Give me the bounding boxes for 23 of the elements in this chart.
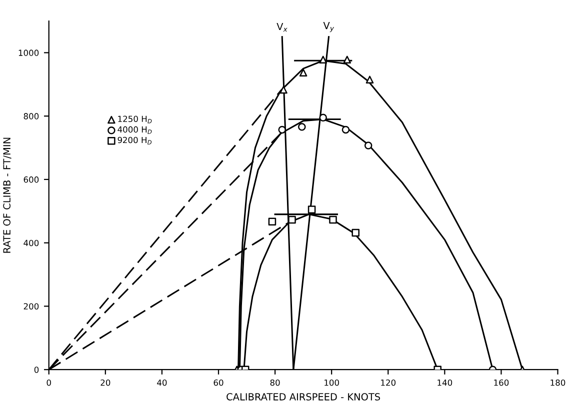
y-tick-label: 800 [24,113,39,120]
x-axis-title: CALIBRATED AIRSPEED - KNOTS [226,393,380,400]
legend-label: 1250 H$_{D}$ [118,116,152,124]
y-tick-label: 600 [24,176,39,183]
x-tick-label: 20 [100,379,110,386]
x-tick-label: 40 [157,379,167,386]
x-tick-label: 0 [46,379,51,386]
y-tick-label: 1000 [18,50,39,56]
x-tick-label: 60 [214,379,224,386]
y-axis-title: RATE OF CLIMB - FT/MIN [3,138,12,253]
x-tick-label: 80 [270,379,280,386]
x-tick-label: 100 [324,379,339,386]
legend-label: 4000 H$_{D}$ [118,126,152,134]
series-label: V$_{y}$ [323,22,334,32]
x-tick-label: 180 [550,379,566,386]
x-tick-label: 160 [494,379,509,386]
y-tick-label: 200 [24,303,39,310]
y-tick-label: 400 [24,240,39,246]
x-tick-label: 120 [381,379,396,386]
y-tick-label: 0 [34,366,39,373]
x-tick-label: 140 [438,379,452,386]
legend-label: 9200 H$_{D}$ [118,136,152,144]
series-label: V$_{x}$ [276,22,288,32]
